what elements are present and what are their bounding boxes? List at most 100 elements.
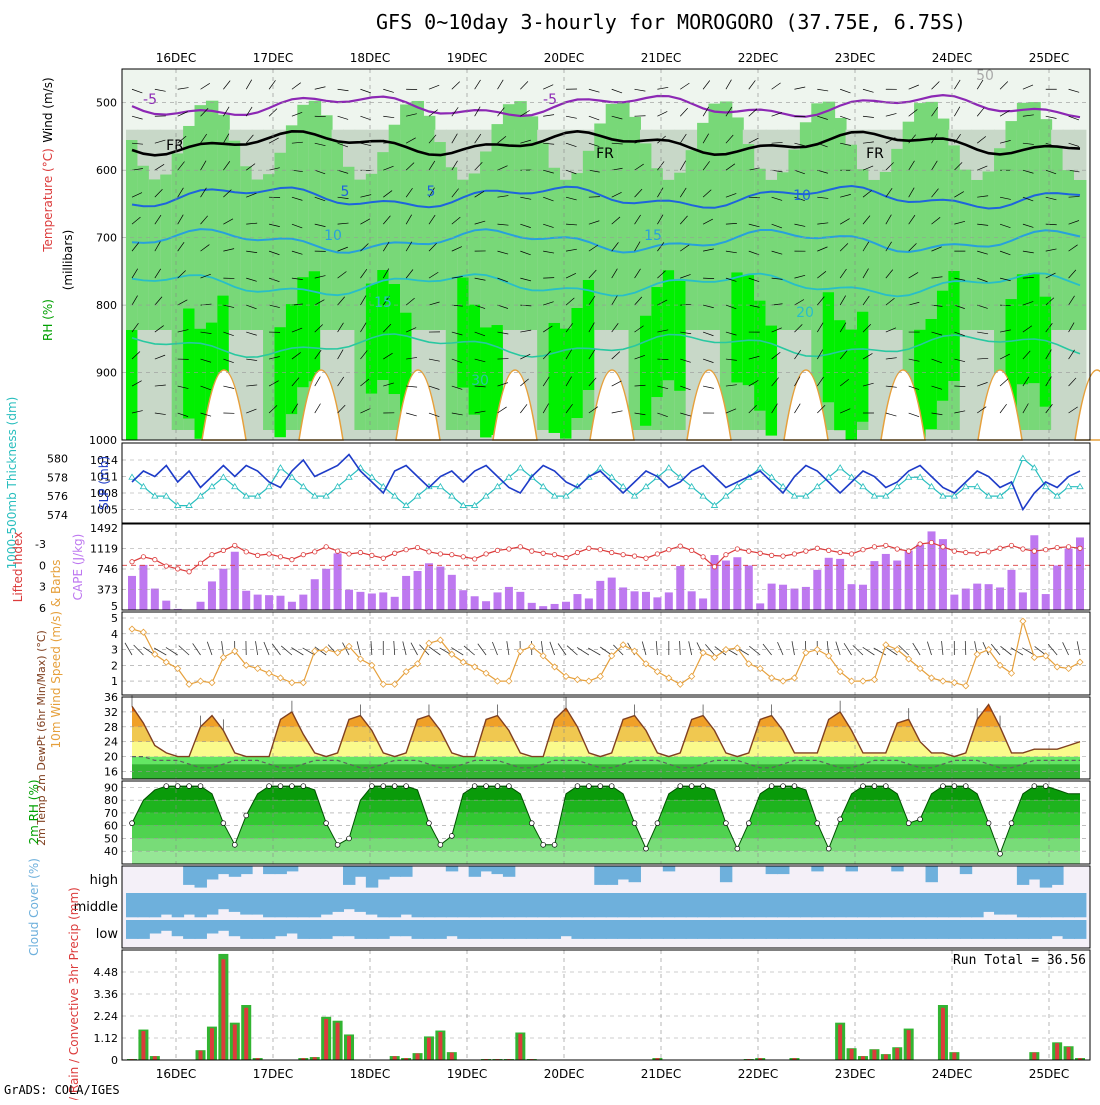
cape-bar xyxy=(539,606,547,610)
cloud-low-bar xyxy=(960,920,972,939)
rh-point xyxy=(963,784,968,789)
surface-wind-barb xyxy=(836,642,840,655)
cloud-low-bar xyxy=(286,920,298,934)
cloud-high-bar xyxy=(286,866,298,871)
cloud-low-bar xyxy=(1063,920,1075,939)
cloud-high-bar xyxy=(594,866,606,885)
cape-bar xyxy=(608,578,616,610)
cloud-high-bar xyxy=(206,866,218,880)
lifted-index-point xyxy=(781,554,785,558)
lifted-index-point xyxy=(610,550,614,554)
bottom-date-label-8: 24DEC xyxy=(932,1067,972,1081)
cape-bar xyxy=(573,594,581,610)
cape-bar xyxy=(1007,570,1015,610)
lifted-ylabel: Lifted Index xyxy=(11,532,25,603)
rh-point xyxy=(484,784,489,789)
cloud-low-bar xyxy=(1074,920,1086,939)
temp-tick-36: 36 xyxy=(104,691,118,704)
cape-bar xyxy=(790,589,798,610)
cloud-low-bar xyxy=(412,920,424,939)
rh-high-column xyxy=(309,271,321,381)
surface-wind-barb xyxy=(264,642,269,655)
cloud-middle-bar xyxy=(948,893,960,917)
thickness-point xyxy=(277,465,283,470)
cloud-low-bar xyxy=(709,920,721,939)
rh-band-1 xyxy=(122,838,1090,851)
wind-speed-point xyxy=(883,642,889,648)
lifted-index-point xyxy=(392,551,396,555)
rh-point xyxy=(598,784,603,789)
rh-mid-column xyxy=(777,172,789,330)
rh-point xyxy=(746,821,751,826)
slp-ylabel: SLP (mb) xyxy=(97,456,111,510)
surface-wind-barb xyxy=(134,645,144,655)
cape-ylabel: CAPE (J/kg) xyxy=(71,534,85,601)
lifted-index-point xyxy=(747,549,751,553)
cape-bar xyxy=(985,584,993,610)
cape-bar xyxy=(151,589,159,610)
cape-bar xyxy=(631,591,639,610)
bottom-date-label-0: 16DEC xyxy=(156,1067,196,1081)
cloud-middle-bar xyxy=(823,893,835,917)
surface-wind-barb xyxy=(1035,646,1046,655)
precip-tick-1: 1.12 xyxy=(94,1032,119,1045)
cloud-high-bar xyxy=(229,866,241,877)
cape-bar xyxy=(356,592,364,610)
cloud-low-bar xyxy=(731,920,743,939)
lifted-index-point xyxy=(895,547,899,551)
cloud-middle-bar xyxy=(229,893,241,912)
cloud-low-bar xyxy=(594,920,606,939)
cloud-low-bar xyxy=(457,920,469,939)
rh-band-3 xyxy=(122,813,1090,826)
lifted-index-point xyxy=(838,550,842,554)
cloud-low-bar xyxy=(720,920,732,939)
surface-wind-barb xyxy=(942,641,943,655)
cloud-low-bar xyxy=(823,920,835,939)
surface-wind-barb xyxy=(1001,646,1012,655)
cloud-low-bar xyxy=(857,920,869,939)
rh-bands xyxy=(122,781,1090,864)
lifted-tick-2: 3 xyxy=(39,581,46,594)
upper-air-ytick-800: 800 xyxy=(96,299,117,312)
contour-label-11: 20 xyxy=(796,305,814,321)
cape-bar xyxy=(676,566,684,610)
cloud-low-bar xyxy=(446,920,458,936)
contour-label-9: 15 xyxy=(644,228,662,244)
precip-tick-3: 3.36 xyxy=(94,988,119,1001)
cloud-middle-bar xyxy=(480,893,492,917)
rh-point xyxy=(1032,784,1037,789)
bottom-date-label-4: 20DEC xyxy=(544,1067,584,1081)
lifted-index-point xyxy=(667,547,671,551)
cloud-middle-bar xyxy=(217,893,229,909)
lifted-index-point xyxy=(998,546,1002,550)
cloud-low-bar xyxy=(377,920,389,939)
cape-bar xyxy=(596,581,604,610)
rh-point xyxy=(792,784,797,789)
cloud-low-bar xyxy=(480,920,492,939)
rh-high-column xyxy=(126,330,138,440)
cloud-high-bar xyxy=(366,866,378,888)
temp-band-5 xyxy=(122,697,1090,712)
cape-bar xyxy=(779,585,787,610)
thickness-point xyxy=(1020,455,1026,460)
cloud-high-bar xyxy=(195,866,207,888)
rh-point xyxy=(655,821,660,826)
wind-speed-point xyxy=(791,675,797,681)
cloud-middle-bar xyxy=(606,893,618,917)
cloud-low-bar xyxy=(629,920,641,939)
lifted-index-point xyxy=(198,561,202,565)
wind-speed-point xyxy=(380,681,386,687)
cloud-middle-bar xyxy=(971,893,983,917)
rh-point xyxy=(472,784,477,789)
rh-point xyxy=(369,784,374,789)
cloud-middle-bar xyxy=(366,893,378,915)
surface-wind-barb xyxy=(600,647,611,655)
rh-point xyxy=(301,784,306,789)
contour-label-6: 5 xyxy=(427,184,436,200)
cloud-middle-bar xyxy=(412,893,424,917)
cape-bar xyxy=(493,592,501,610)
wind-speed-point xyxy=(780,678,786,684)
cloud-middle-bar xyxy=(766,893,778,917)
rh-high-column xyxy=(846,330,858,440)
wind-tick-3: 3 xyxy=(111,644,118,657)
